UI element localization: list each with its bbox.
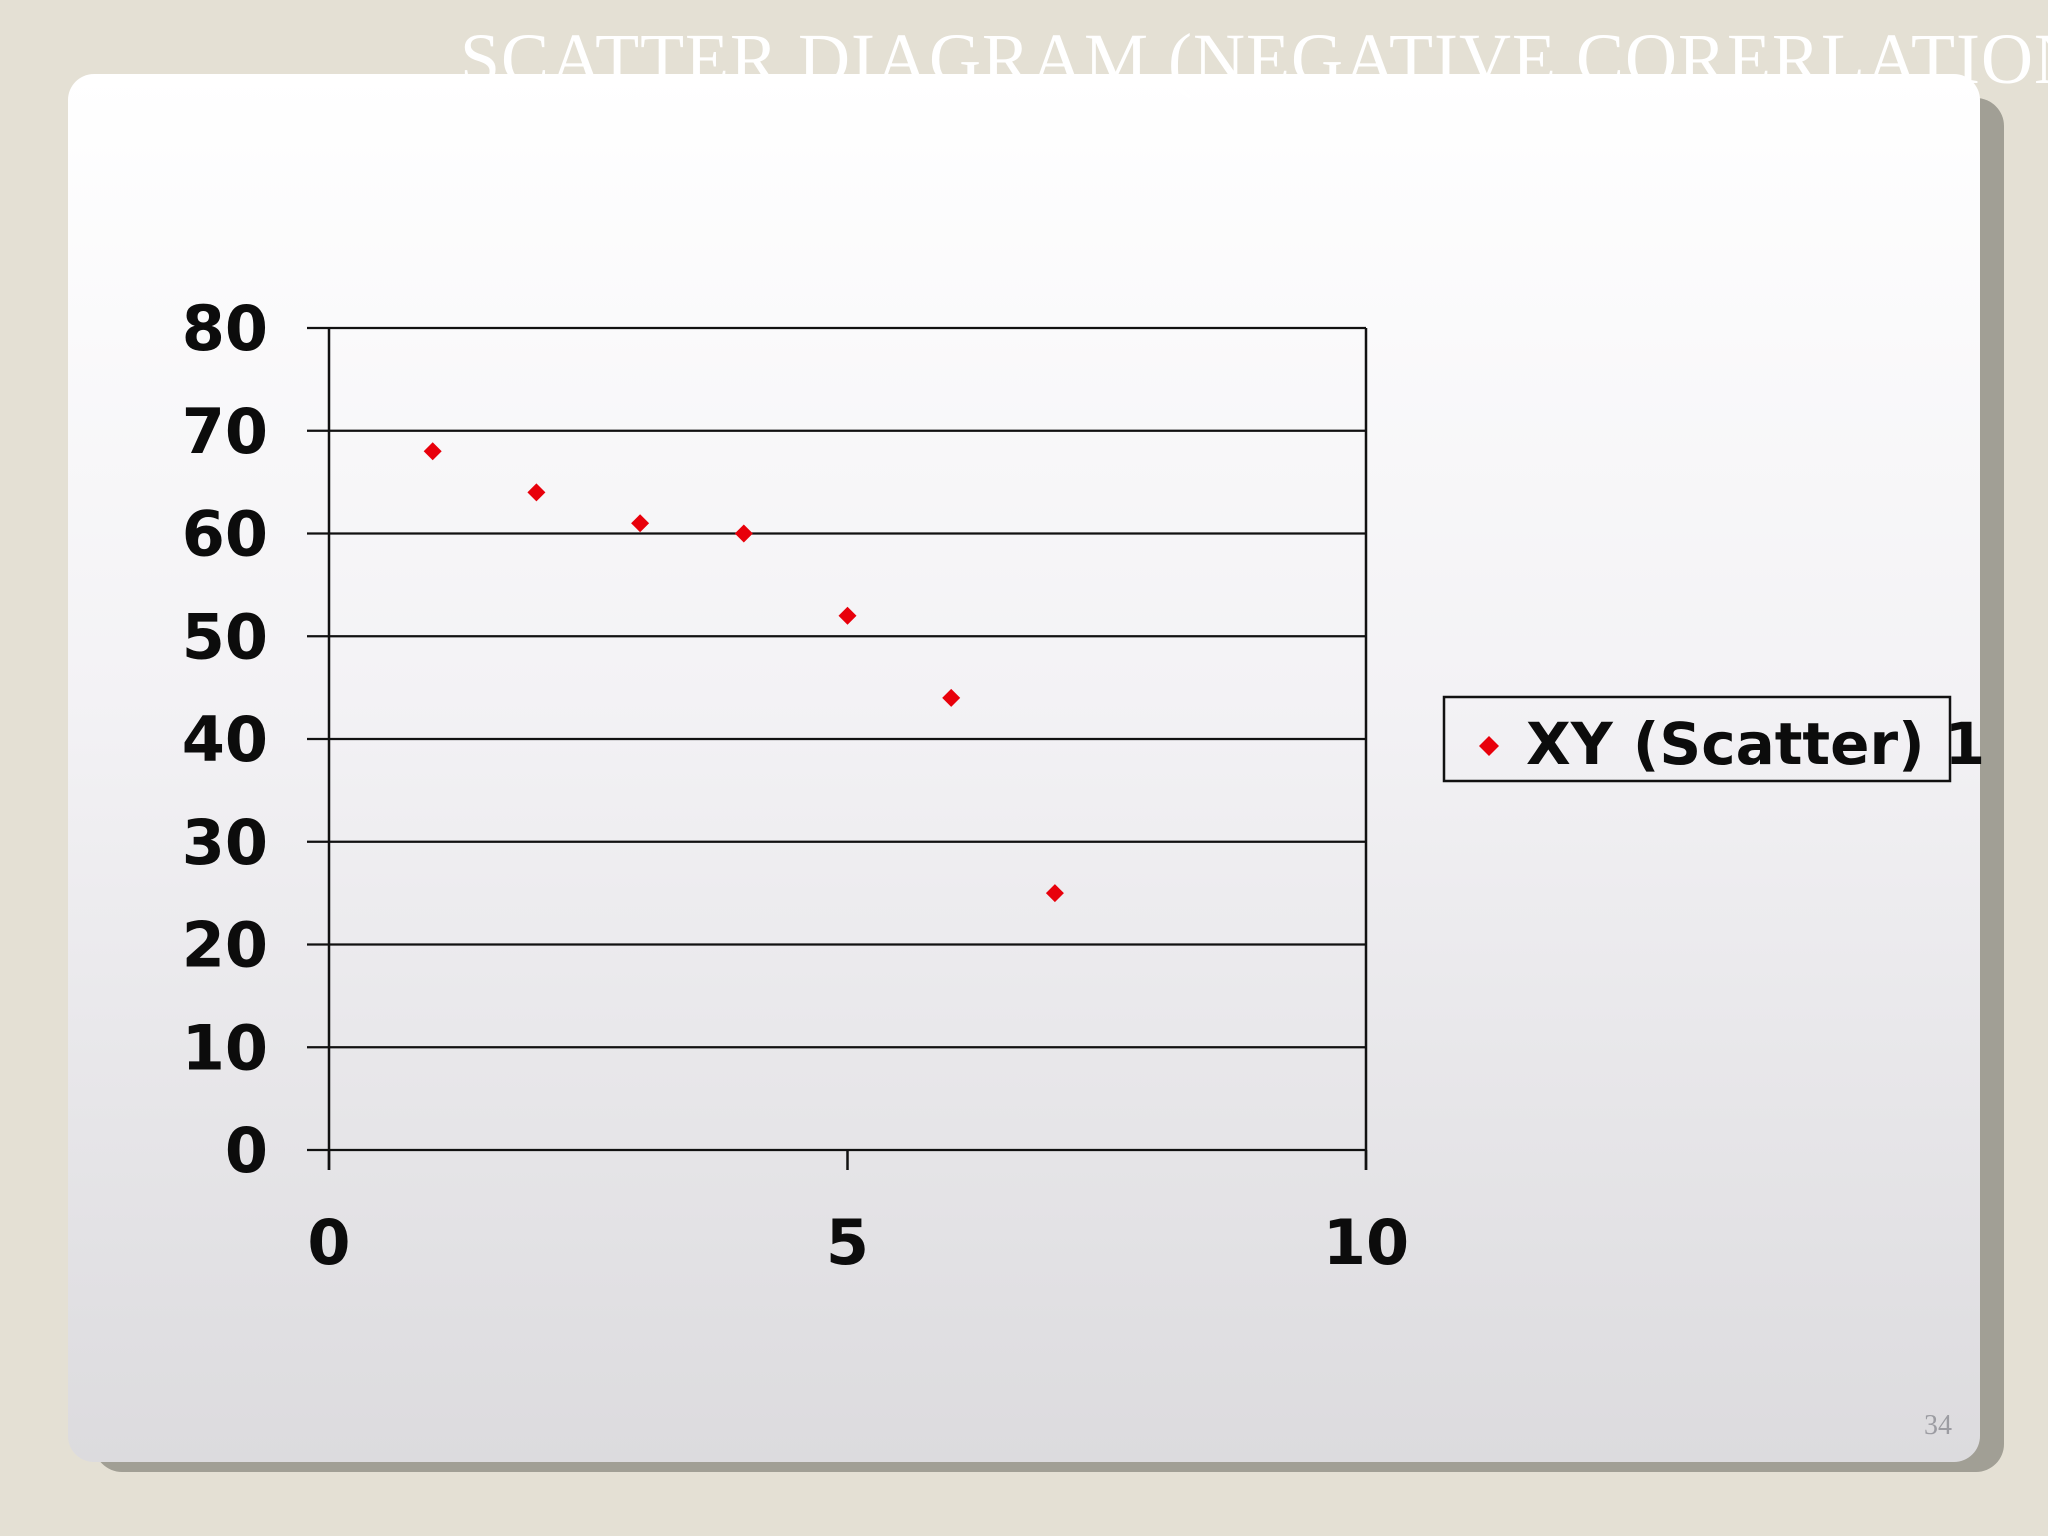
y-tick-label: 50	[182, 600, 268, 673]
page-number: 34	[1924, 1410, 1952, 1441]
x-tick-label: 0	[307, 1206, 350, 1279]
legend-marker-diamond-icon	[1479, 736, 1499, 756]
data-point	[838, 606, 857, 625]
slide-panel: 34	[68, 74, 1980, 1462]
legend: XY (Scatter) 1	[1442, 695, 1985, 783]
grid-lines	[329, 326, 1366, 1152]
data-point	[423, 442, 442, 461]
slide-title: SCATTER DIAGRAM (NEGATIVE CORERLATION)	[460, 19, 2048, 99]
x-axis-tick-labels: 0 5 10	[307, 1206, 1409, 1279]
y-tick-label: 0	[225, 1114, 268, 1187]
data-point	[734, 524, 753, 543]
y-tick-label: 70	[182, 395, 268, 468]
legend-box	[1442, 695, 1952, 783]
data-point	[942, 688, 961, 707]
y-axis-tick-labels: 0 10 20 30 40 50 60 70 80	[182, 292, 268, 1187]
y-tick-label: 60	[182, 498, 268, 571]
axes	[307, 326, 1368, 1170]
y-tick-label: 10	[182, 1011, 268, 1084]
y-tick-label: 40	[182, 703, 268, 776]
data-point	[631, 514, 650, 533]
x-tick-label: 10	[1323, 1206, 1409, 1279]
y-tick-label: 30	[182, 806, 268, 879]
x-tick-label: 5	[826, 1206, 869, 1279]
y-tick-label: 20	[182, 909, 268, 982]
legend-entry-label: XY (Scatter) 1	[1526, 710, 1985, 778]
data-point	[1045, 884, 1064, 903]
y-tick-label: 80	[182, 292, 268, 365]
data-point	[527, 483, 546, 502]
data-points	[423, 442, 1064, 903]
